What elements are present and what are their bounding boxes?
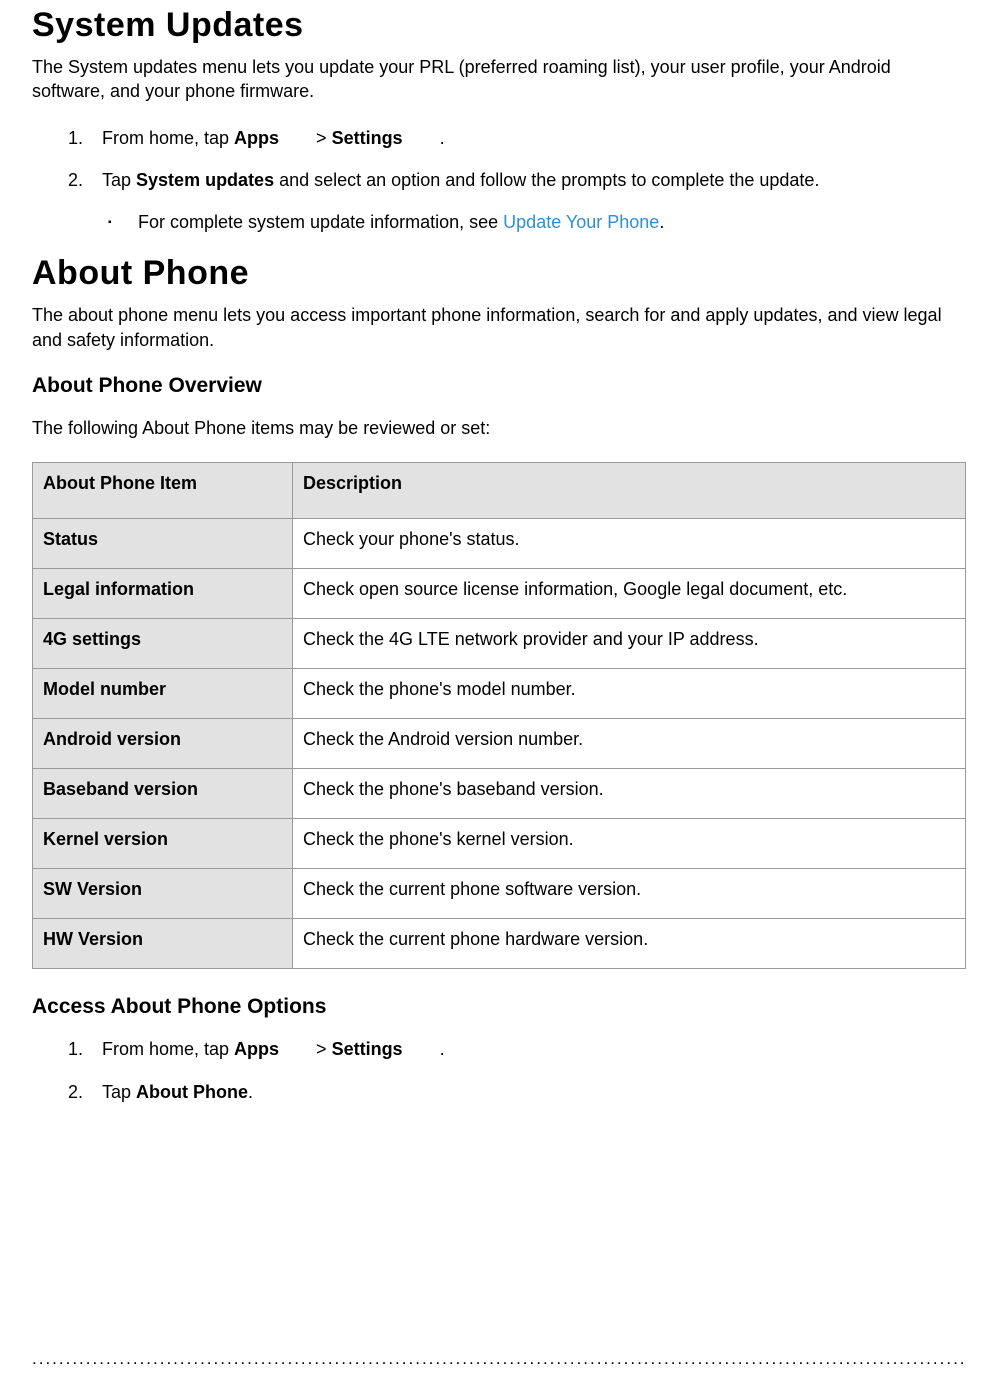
item-desc-cell: Check the Android version number. (293, 719, 966, 769)
col-header-description: Description (293, 463, 966, 519)
bullet-item: For complete system update information, … (108, 210, 966, 234)
item-name-cell: Android version (33, 719, 293, 769)
label-apps: Apps (234, 1039, 279, 1059)
item-desc-cell: Check open source license information, G… (293, 569, 966, 619)
col-header-item: About Phone Item (33, 463, 293, 519)
table-row: Android versionCheck the Android version… (33, 719, 966, 769)
step-number: 2. (68, 168, 83, 192)
footer-dots: ........................................… (32, 1349, 966, 1368)
item-desc-cell: Check the phone's model number. (293, 669, 966, 719)
step-text-post: . (248, 1082, 253, 1102)
item-desc-cell: Check the current phone software version… (293, 869, 966, 919)
step-text-post: . (435, 128, 445, 148)
step-gt: > (311, 128, 327, 148)
step-text-pre: Tap (102, 1082, 136, 1102)
table-row: SW VersionCheck the current phone softwa… (33, 869, 966, 919)
step-number: 1. (68, 1037, 83, 1061)
heading-about-phone: About Phone (32, 254, 966, 293)
bullet-post: . (659, 212, 664, 232)
table-row: Model numberCheck the phone's model numb… (33, 669, 966, 719)
label-system-updates: System updates (136, 170, 274, 190)
item-name-cell: Status (33, 519, 293, 569)
intro-about-phone: The about phone menu lets you access imp… (32, 303, 966, 352)
item-desc-cell: Check the current phone hardware version… (293, 919, 966, 969)
label-about-phone: About Phone (136, 1082, 248, 1102)
item-desc-cell: Check your phone's status. (293, 519, 966, 569)
item-name-cell: HW Version (33, 919, 293, 969)
label-settings: Settings (327, 128, 403, 148)
step-2: 2. Tap System updates and select an opti… (68, 168, 966, 192)
item-name-cell: Legal information (33, 569, 293, 619)
step-text-pre: From home, tap (102, 128, 234, 148)
link-update-your-phone[interactable]: Update Your Phone (503, 212, 659, 232)
item-name-cell: SW Version (33, 869, 293, 919)
step-1: 1. From home, tap Apps > Settings . (68, 1037, 966, 1061)
subheading-access-options: Access About Phone Options (32, 995, 966, 1019)
step-text-pre: From home, tap (102, 1039, 234, 1059)
sub-bullets: For complete system update information, … (108, 210, 966, 234)
table-row: Legal informationCheck open source licen… (33, 569, 966, 619)
overview-intro: The following About Phone items may be r… (32, 416, 966, 440)
step-text-post: . (435, 1039, 445, 1059)
label-apps: Apps (234, 128, 279, 148)
table-row: Kernel versionCheck the phone's kernel v… (33, 819, 966, 869)
step-gt: > (311, 1039, 327, 1059)
steps-access-options: 1. From home, tap Apps > Settings . 2. T… (68, 1037, 966, 1104)
steps-system-updates: 1. From home, tap Apps > Settings . 2. T… (68, 126, 966, 193)
step-1: 1. From home, tap Apps > Settings . (68, 126, 966, 150)
table-row: 4G settingsCheck the 4G LTE network prov… (33, 619, 966, 669)
table-row: Baseband versionCheck the phone's baseba… (33, 769, 966, 819)
item-name-cell: 4G settings (33, 619, 293, 669)
bullet-pre: For complete system update information, … (138, 212, 503, 232)
label-settings: Settings (327, 1039, 403, 1059)
item-desc-cell: Check the phone's kernel version. (293, 819, 966, 869)
table-header-row: About Phone Item Description (33, 463, 966, 519)
item-desc-cell: Check the 4G LTE network provider and yo… (293, 619, 966, 669)
item-name-cell: Kernel version (33, 819, 293, 869)
table-row: StatusCheck your phone's status. (33, 519, 966, 569)
item-desc-cell: Check the phone's baseband version. (293, 769, 966, 819)
page-footer: ........................................… (32, 1349, 966, 1369)
heading-system-updates: System Updates (32, 6, 966, 45)
step-2: 2. Tap About Phone. (68, 1080, 966, 1104)
item-name-cell: Model number (33, 669, 293, 719)
step-text-pre: Tap (102, 170, 136, 190)
step-text-post: and select an option and follow the prom… (274, 170, 819, 190)
item-name-cell: Baseband version (33, 769, 293, 819)
table-row: HW VersionCheck the current phone hardwa… (33, 919, 966, 969)
about-phone-table: About Phone Item Description StatusCheck… (32, 462, 966, 969)
step-number: 1. (68, 126, 83, 150)
step-number: 2. (68, 1080, 83, 1104)
intro-system-updates: The System updates menu lets you update … (32, 55, 966, 104)
subheading-overview: About Phone Overview (32, 374, 966, 398)
